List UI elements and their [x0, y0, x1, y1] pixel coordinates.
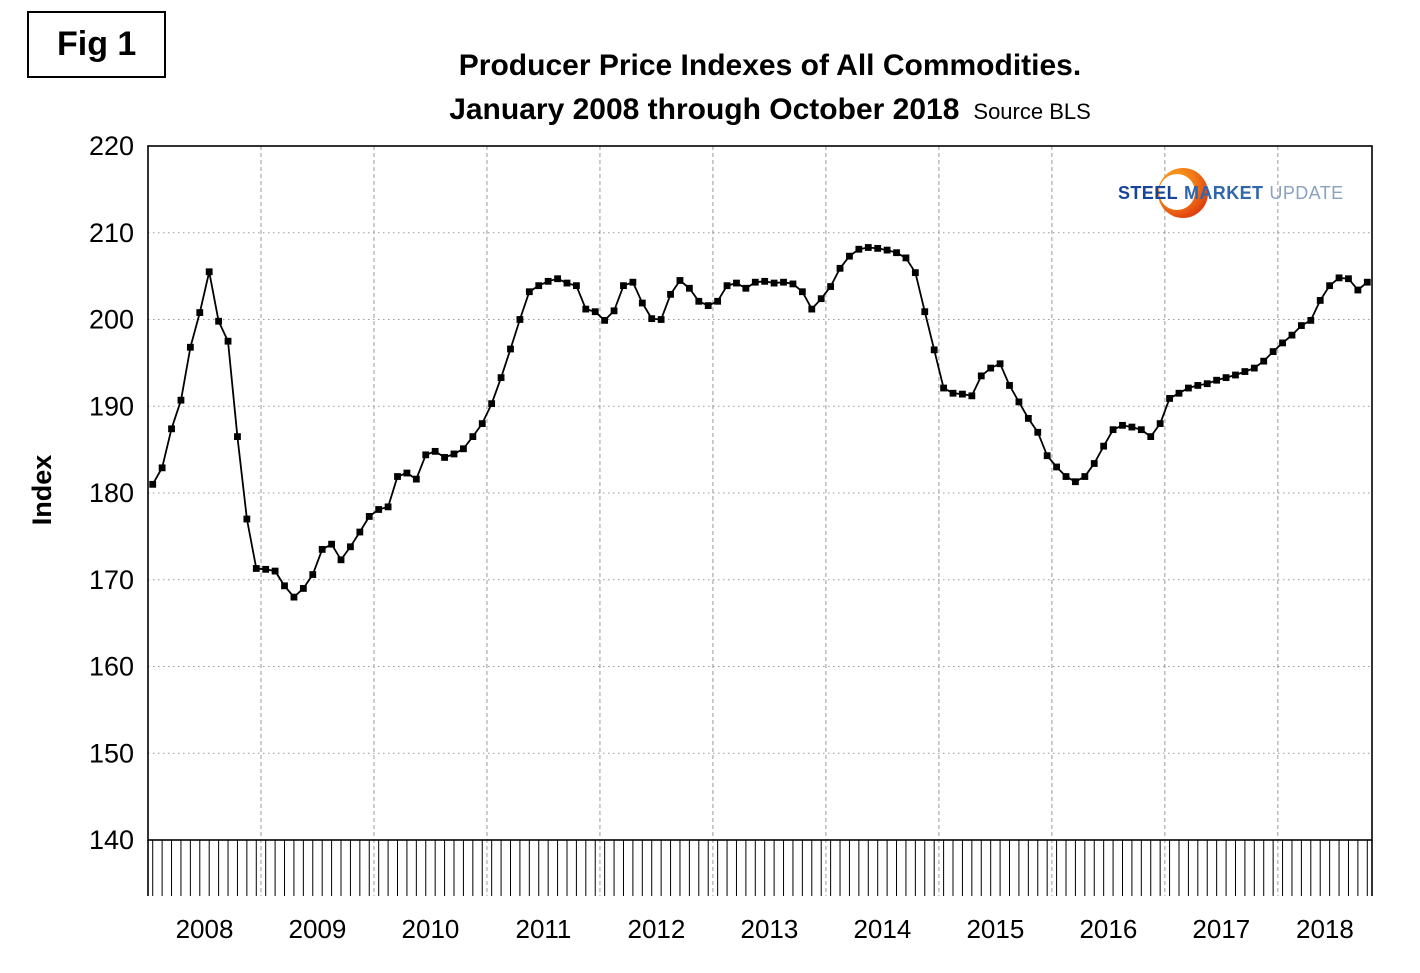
steel-market-update-logo: STEEL MARKET UPDATE [1118, 168, 1358, 220]
logo-word-market: MARKET [1184, 183, 1264, 203]
plot-frame [147, 145, 1373, 896]
svg-text:2010: 2010 [402, 914, 460, 944]
chart-title: Producer Price Indexes of All Commoditie… [458, 49, 1082, 82]
chart-source: Source BLS [973, 99, 1091, 124]
svg-text:150: 150 [89, 738, 134, 768]
chart-subtitle-row: January 2008 through October 2018 Source … [160, 88, 1380, 137]
logo-sun-icon [1158, 168, 1208, 218]
series-markers [149, 244, 1371, 601]
series-line [151, 246, 1368, 599]
svg-text:170: 170 [89, 565, 134, 595]
x-axis-year-labels: 2008 2009 2010 2011 2012 2013 2014 2015 2016 2017… [176, 914, 1354, 944]
chart-header: Producer Price Indexes of All Commoditie… [160, 44, 1380, 137]
svg-text:2013: 2013 [740, 914, 798, 944]
svg-text:2011: 2011 [515, 914, 571, 944]
logo-word-update: UPDATE [1269, 183, 1344, 203]
logo-wordmark: STEEL MARKET UPDATE [1118, 183, 1344, 204]
svg-text:2014: 2014 [853, 914, 911, 944]
svg-text:140: 140 [89, 825, 134, 855]
svg-text:180: 180 [89, 478, 134, 508]
svg-text:2012: 2012 [628, 914, 686, 944]
svg-text:220: 220 [89, 131, 134, 161]
svg-text:2009: 2009 [289, 914, 347, 944]
svg-text:200: 200 [89, 305, 134, 335]
svg-text:2015: 2015 [966, 914, 1024, 944]
figure-label-box: Fig 1 [27, 11, 167, 78]
y-axis-labels: 140 150 160 170 180 190 200 210 220 [89, 131, 134, 855]
gridlines [148, 146, 1372, 896]
svg-text:2017: 2017 [1192, 914, 1250, 944]
logo-crescent-shape [1159, 174, 1195, 210]
figure-label: Fig 1 [57, 25, 137, 63]
svg-text:190: 190 [89, 391, 134, 421]
svg-text:2016: 2016 [1079, 914, 1137, 944]
logo-word-steel: STEEL [1118, 183, 1179, 203]
chart-subtitle: January 2008 through October 2018 [449, 93, 960, 126]
svg-text:2018: 2018 [1296, 914, 1354, 944]
svg-text:2008: 2008 [176, 914, 234, 944]
svg-text:210: 210 [89, 218, 134, 248]
month-ticks [152, 840, 1368, 896]
svg-text:160: 160 [89, 652, 134, 682]
